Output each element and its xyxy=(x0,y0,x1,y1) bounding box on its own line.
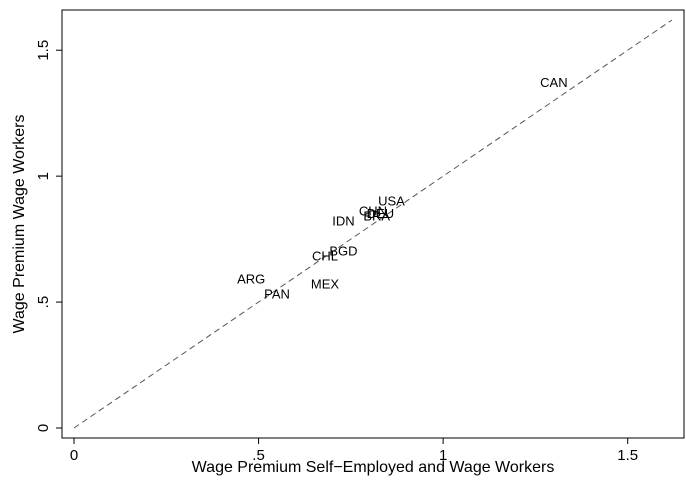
x-tick-label-0: 0 xyxy=(70,447,78,464)
y-tick-label-1: .5 xyxy=(35,296,52,309)
y-axis-title: Wage Premium Wage Workers xyxy=(11,114,28,333)
point-chl: CHL xyxy=(312,249,338,264)
point-bgd: BGD xyxy=(329,244,357,259)
reference-line-group xyxy=(73,19,673,429)
point-chn: CHN xyxy=(359,203,387,218)
y-tick-label-0: 0 xyxy=(35,424,52,432)
y-tick-label-2: 1 xyxy=(35,172,52,180)
plot-border xyxy=(61,9,685,439)
plot-frame xyxy=(61,9,685,439)
x-axis: 0 .5 1 1.5 xyxy=(70,438,638,464)
point-bra: BRA xyxy=(363,208,390,223)
point-mex: MEX xyxy=(311,276,340,291)
y-tick-label-3: 1.5 xyxy=(35,40,52,61)
point-usa: USA xyxy=(378,193,405,208)
point-idn: IDN xyxy=(332,213,354,228)
x-axis-title: Wage Premium Self−Employed and Wage Work… xyxy=(192,459,555,476)
x-tick-label-2: 1 xyxy=(439,447,447,464)
point-pan: PAN xyxy=(264,287,290,302)
y-axis: 0 .5 1 1.5 xyxy=(35,40,62,432)
point-arg: ARG xyxy=(237,271,265,286)
x-tick-label-1: .5 xyxy=(252,447,265,464)
x-tick-label-3: 1.5 xyxy=(617,447,638,464)
reference-line xyxy=(73,19,673,429)
point-deu: DEU xyxy=(367,206,394,221)
point-can: CAN xyxy=(540,75,567,90)
